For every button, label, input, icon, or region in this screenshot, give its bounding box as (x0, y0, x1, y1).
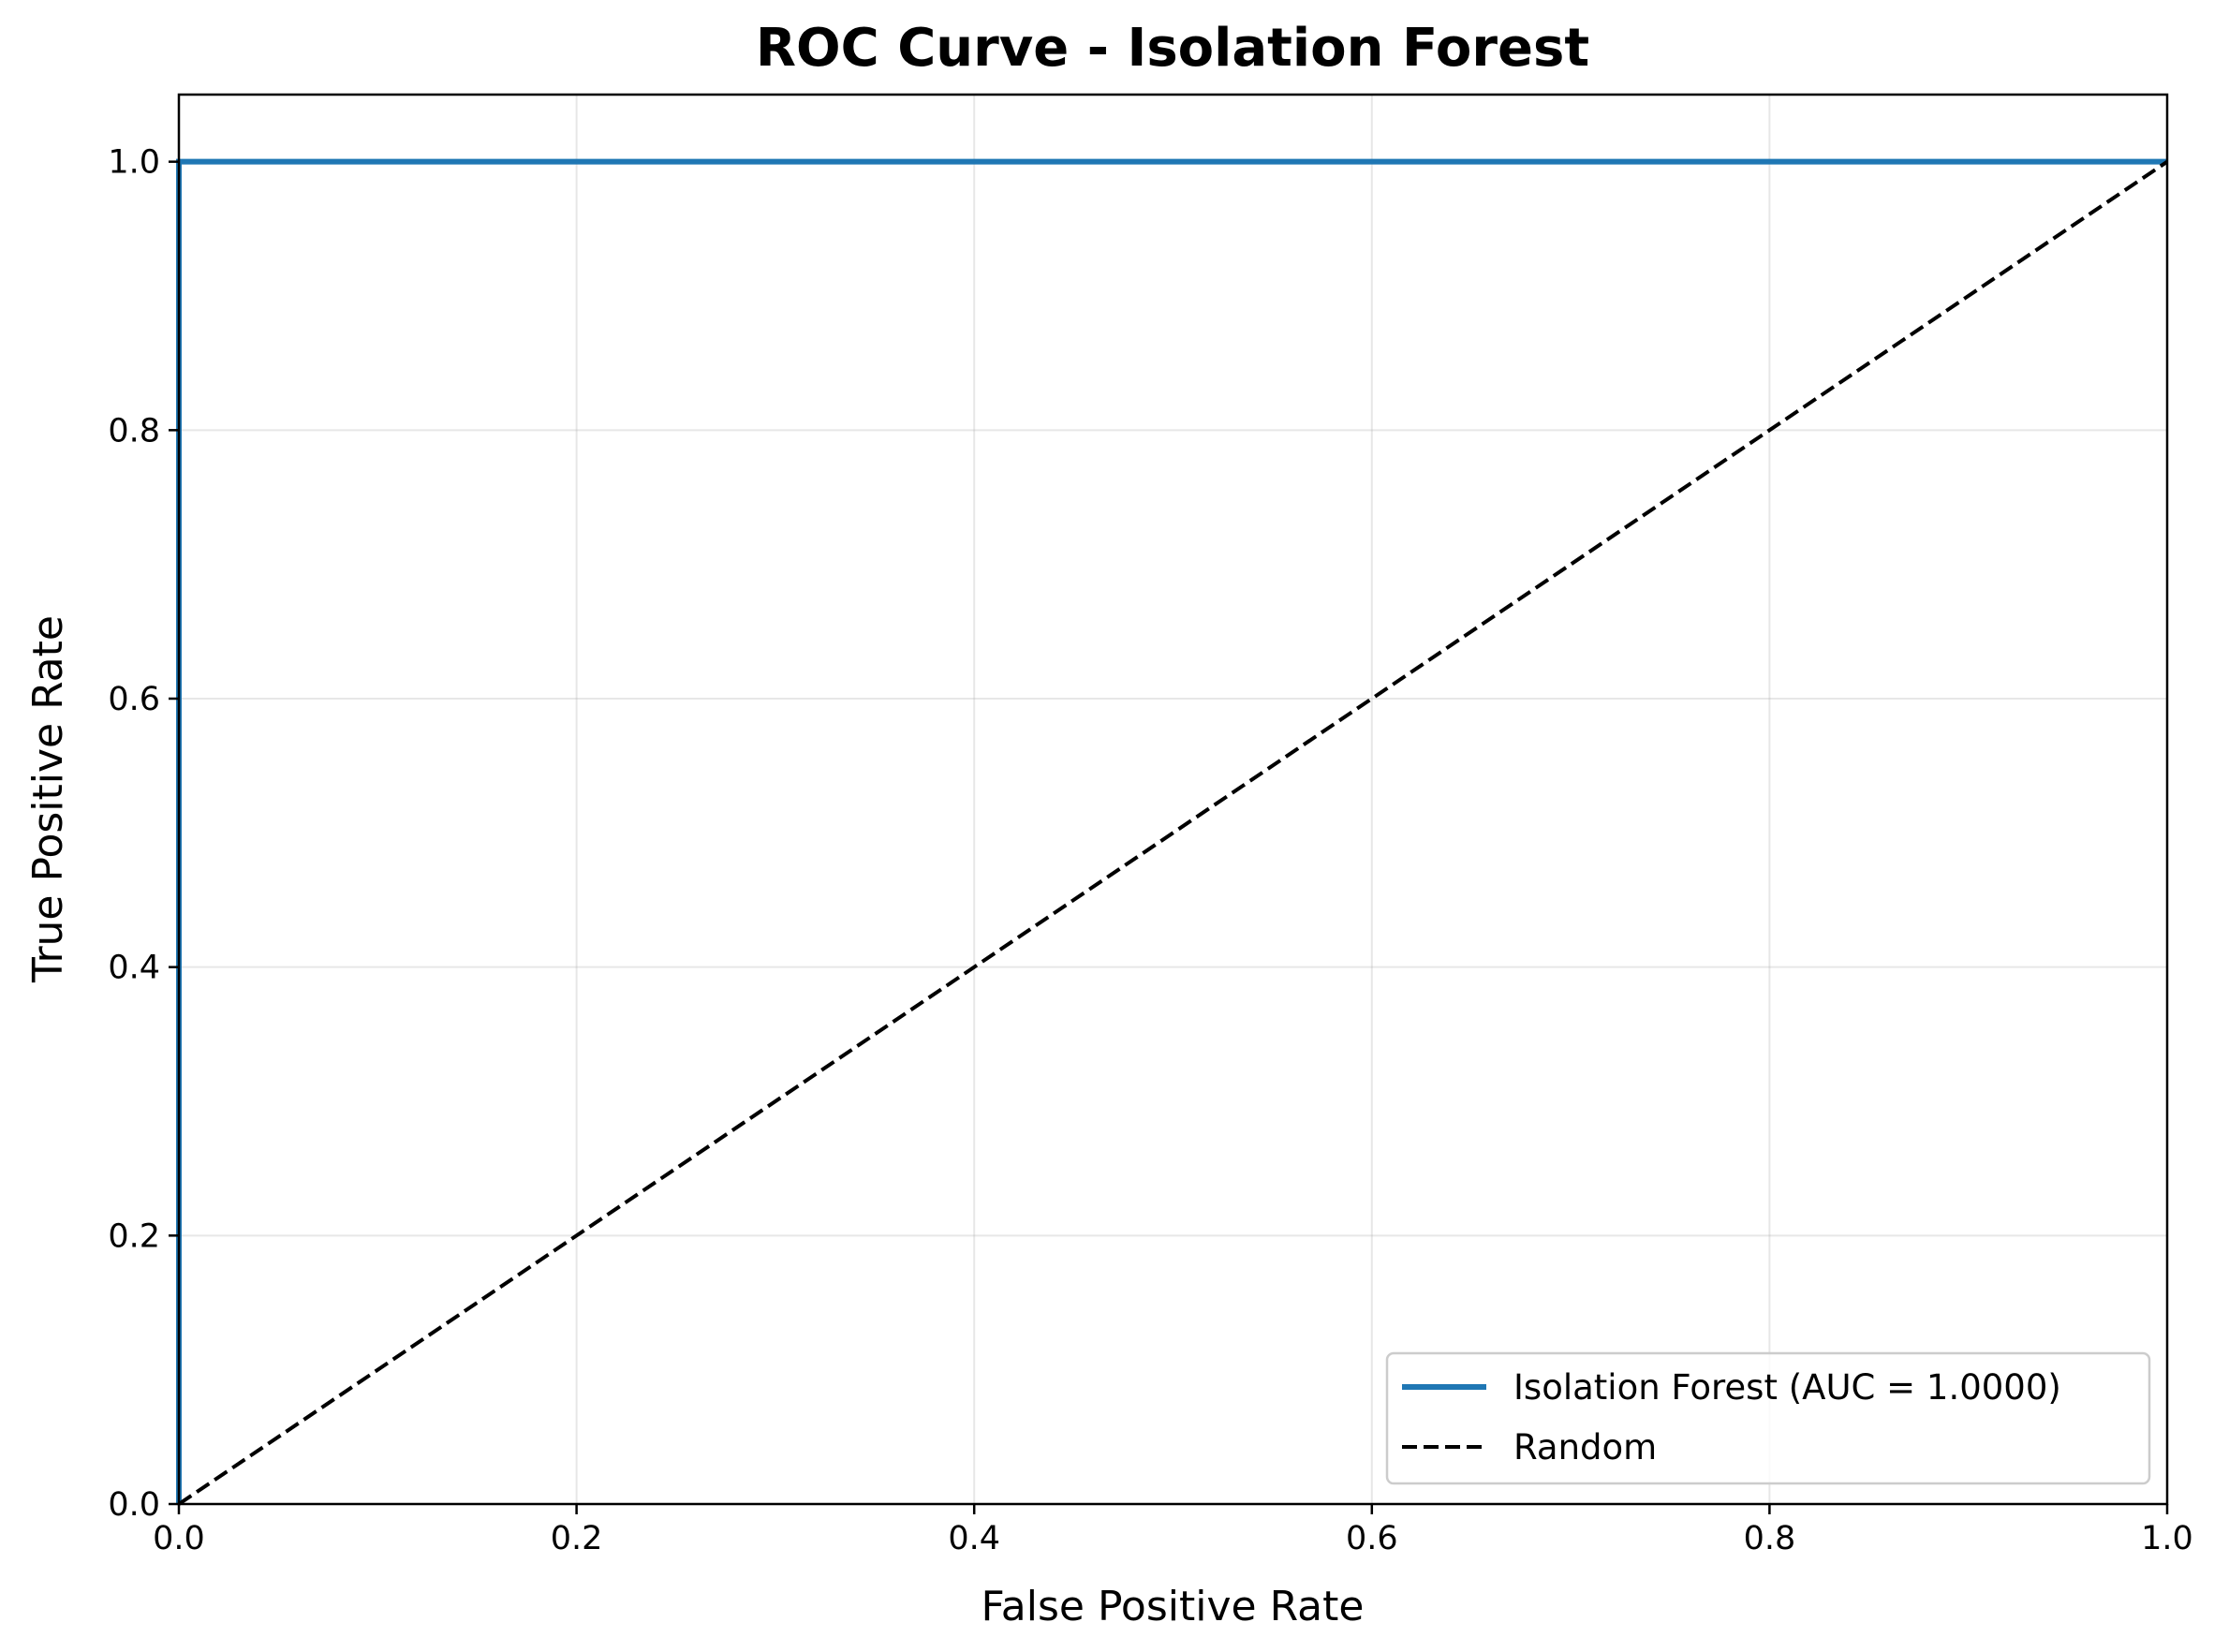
y-tick-label-5: 1.0 (108, 144, 160, 182)
x-tick-label-4: 0.8 (1744, 1520, 1796, 1557)
plot-frame (177, 93, 2169, 1506)
y-tick-label-4: 0.8 (108, 412, 160, 450)
y-tick-label-0: 0.0 (108, 1486, 160, 1524)
y-tick-label-2: 0.4 (108, 950, 160, 987)
chart-title: ROC Curve - Isolation Forest (756, 18, 1589, 79)
x-tick-label-3: 0.6 (1346, 1520, 1398, 1557)
x-axis-label: False Positive Rate (982, 1583, 1365, 1630)
series-line-1 (177, 160, 2169, 1506)
x-tick-label-0: 0.0 (153, 1520, 205, 1557)
legend: Isolation Forest (AUC = 1.0000) Random (1385, 1351, 2151, 1485)
y-axis-label: True Positive Rate (24, 615, 72, 983)
x-tick-label-2: 0.4 (948, 1520, 1000, 1557)
x-tick-label-5: 1.0 (2141, 1520, 2193, 1557)
x-axis: 0.0 0.2 0.4 0.6 0.8 1.0 (153, 1504, 2193, 1557)
x-tick-label-1: 0.2 (551, 1520, 603, 1557)
y-axis: 0.0 0.2 0.4 0.6 0.8 1.0 (108, 144, 179, 1524)
legend-label-isolation-forest: Isolation Forest (AUC = 1.0000) (1513, 1367, 2061, 1408)
grid-layer (178, 95, 2168, 1505)
y-tick-label-1: 0.2 (108, 1217, 160, 1255)
y-tick-label-3: 0.6 (108, 681, 160, 718)
legend-label-random: Random (1513, 1427, 1657, 1468)
legend-frame (1385, 1351, 2151, 1485)
